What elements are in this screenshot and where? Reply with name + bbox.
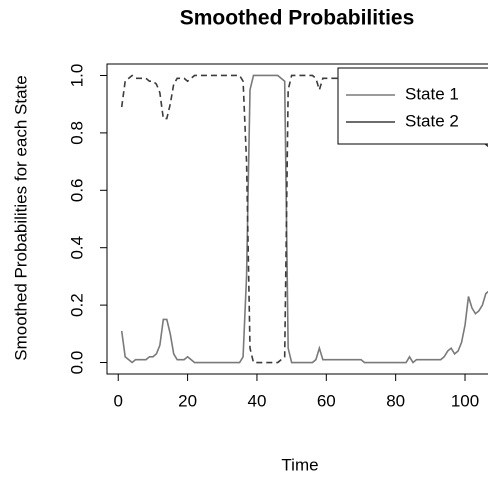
- x-tick-label: 20: [178, 391, 197, 410]
- y-tick-label: 0.2: [67, 293, 86, 317]
- x-axis-label: Time: [281, 455, 318, 474]
- series-line: [120, 74, 488, 364]
- chart-title: Smoothed Probabilities: [180, 7, 415, 30]
- legend-label: State 2: [405, 111, 459, 130]
- y-tick-label: 0.6: [67, 178, 86, 202]
- x-tick-label: 40: [247, 391, 266, 410]
- x-tick-label: 80: [386, 391, 405, 410]
- y-tick-label: 0.8: [67, 121, 86, 145]
- y-tick-label: 0.4: [67, 236, 86, 260]
- legend-label: State 1: [405, 84, 459, 103]
- x-tick-label: 0: [114, 391, 123, 410]
- y-tick-label: 0.0: [67, 351, 86, 375]
- y-tick-label: 1.0: [67, 64, 86, 88]
- y-axis-label: Smoothed Probabilities for each State: [11, 75, 30, 360]
- x-tick-label: 60: [317, 391, 336, 410]
- legend-box: [337, 67, 488, 145]
- x-tick-label: 100: [451, 391, 479, 410]
